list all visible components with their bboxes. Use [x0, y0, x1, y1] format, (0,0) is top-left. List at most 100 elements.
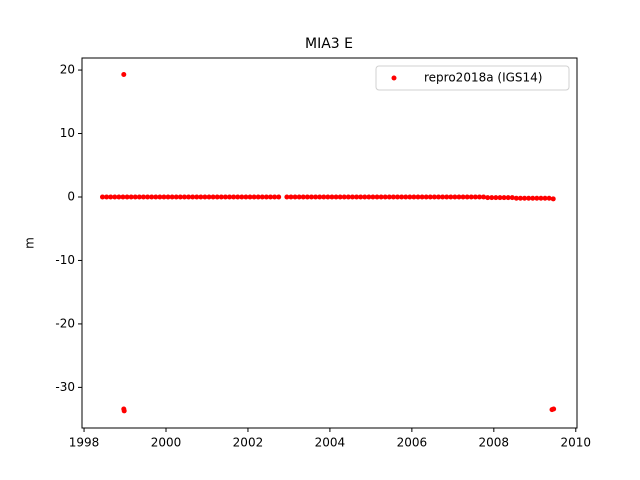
data-point [165, 194, 171, 200]
data-point [411, 194, 417, 200]
data-point [481, 194, 487, 200]
data-point [550, 196, 556, 202]
x-tick-label: 1998 [69, 436, 100, 450]
x-tick-label: 2006 [397, 436, 428, 450]
data-point [214, 194, 220, 200]
data-point [128, 194, 134, 200]
data-point [321, 194, 327, 200]
data-point [501, 195, 507, 201]
data-point [493, 195, 499, 201]
data-point [313, 194, 319, 200]
data-point [276, 194, 282, 200]
data-point [427, 194, 433, 200]
data-point [526, 195, 532, 201]
data-point [349, 194, 355, 200]
data-point [186, 194, 192, 200]
data-point [173, 194, 179, 200]
legend-marker [391, 75, 397, 81]
data-point [341, 194, 347, 200]
data-point [460, 194, 466, 200]
data-point [362, 194, 368, 200]
data-point [358, 194, 364, 200]
data-point [255, 194, 261, 200]
data-point [329, 194, 335, 200]
data-point [538, 195, 544, 201]
data-point [136, 194, 142, 200]
data-point [415, 194, 421, 200]
data-point [374, 194, 380, 200]
data-point [435, 194, 441, 200]
data-point [272, 194, 278, 200]
data-point [121, 72, 127, 78]
y-tick-label: 0 [67, 189, 75, 203]
data-point [513, 195, 519, 201]
data-point [218, 194, 224, 200]
data-point [390, 194, 396, 200]
chart-title: MIA3 E [305, 36, 353, 52]
data-point [476, 194, 482, 200]
data-point [452, 194, 458, 200]
data-point [407, 194, 413, 200]
data-point [177, 194, 183, 200]
data-point [395, 194, 401, 200]
data-point [202, 194, 208, 200]
data-point [366, 194, 372, 200]
data-point [169, 194, 175, 200]
data-point [296, 194, 302, 200]
data-point [378, 194, 384, 200]
data-point [153, 194, 159, 200]
data-point [542, 195, 548, 201]
data-point [468, 194, 474, 200]
data-point [116, 194, 122, 200]
data-point [247, 194, 253, 200]
data-point [239, 194, 245, 200]
data-point [235, 194, 241, 200]
data-point [251, 194, 257, 200]
data-point [333, 194, 339, 200]
data-point [157, 194, 163, 200]
data-point [194, 194, 200, 200]
legend-label: repro2018a (IGS14) [424, 71, 542, 85]
data-point [551, 406, 557, 412]
data-point [99, 194, 105, 200]
data-point [431, 194, 437, 200]
data-point [440, 194, 446, 200]
data-point [292, 194, 298, 200]
data-point [132, 194, 138, 200]
data-point [317, 194, 323, 200]
data-point [345, 194, 351, 200]
data-point [231, 194, 237, 200]
data-point [497, 195, 503, 201]
data-point [284, 194, 290, 200]
data-point [198, 194, 204, 200]
data-point [419, 194, 425, 200]
data-point [444, 194, 450, 200]
y-tick-label: -20 [55, 316, 75, 330]
data-point [108, 194, 114, 200]
data-point [489, 195, 495, 201]
data-point [304, 194, 310, 200]
data-point [464, 194, 470, 200]
data-point [222, 194, 228, 200]
data-point [243, 194, 249, 200]
data-point [206, 194, 212, 200]
data-point [227, 194, 233, 200]
data-point [259, 194, 265, 200]
data-point [517, 195, 523, 201]
data-point [456, 194, 462, 200]
data-point [181, 194, 187, 200]
data-point [546, 195, 552, 201]
data-point [505, 195, 511, 201]
data-point [263, 194, 269, 200]
data-point [354, 194, 360, 200]
data-point [104, 194, 110, 200]
plot-frame [81, 57, 578, 429]
data-point [190, 194, 196, 200]
data-point [112, 194, 118, 200]
x-tick-label: 2002 [233, 436, 264, 450]
data-point [288, 194, 294, 200]
data-point [140, 194, 146, 200]
data-point [267, 194, 273, 200]
data-point [386, 194, 392, 200]
